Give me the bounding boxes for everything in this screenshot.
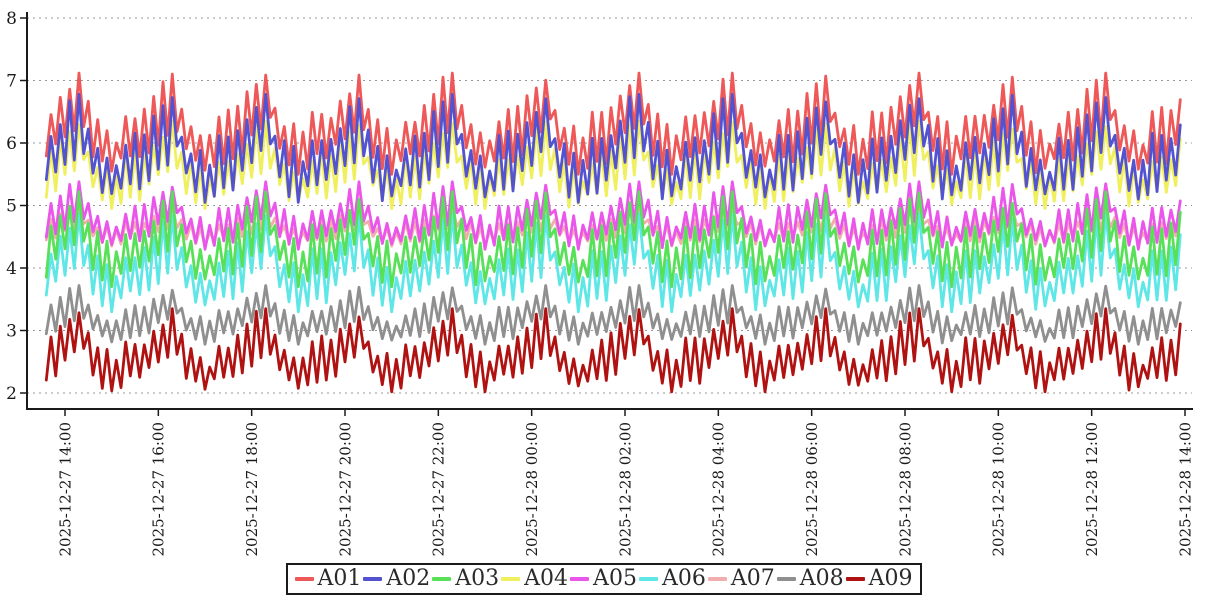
legend-label: A06 [661,566,706,591]
y-tick-label: 4 [6,259,17,279]
legend-line-swatch [776,577,796,582]
x-tick-label: 2025-12-28 08:00 [896,422,914,556]
series-line-A02 [44,92,1182,204]
legend-line-swatch [501,577,521,582]
legend-line-swatch [294,577,314,582]
legend-label: A09 [868,566,913,591]
chart-legend: A01 A02 A03 A04 A05 A06 A07 A08 A09 [285,563,922,596]
x-tick-label: 2025-12-28 14:00 [1176,422,1194,556]
legend-label: A05 [593,566,637,591]
legend-item-A09: A09 [845,566,913,591]
y-tick-label: 6 [6,134,17,154]
series-line-A01 [44,71,1182,176]
x-tick-label: 2025-12-28 10:00 [990,422,1008,556]
legend-line-swatch [707,577,727,582]
legend-label: A08 [799,566,844,591]
legend-item-A03: A03 [432,566,500,591]
legend-item-A06: A06 [638,566,706,591]
x-tick-label: 2025-12-28 04:00 [710,422,728,556]
y-tick-label: 2 [6,384,17,404]
series-line-A03 [44,190,1182,289]
legend-line-swatch [432,577,452,582]
legend-line-swatch [845,577,865,582]
x-tick-label: 2025-12-28 02:00 [616,422,634,556]
y-tick-label: 5 [6,197,17,217]
series-line-A08 [44,284,1182,346]
y-tick-label: 3 [6,322,17,342]
y-tick-label: 8 [6,9,17,29]
legend-label: A07 [730,566,775,591]
legend-item-A04: A04 [501,566,569,591]
x-tick-label: 2025-12-27 14:00 [56,422,74,556]
y-tick-label: 7 [6,72,17,92]
legend-label: A01 [317,566,362,591]
legend-item-A07: A07 [707,566,775,591]
series-line-A09 [44,307,1182,394]
legend-label: A02 [386,566,431,591]
line-chart: 2 3 4 5 6 7 8 2025-12-27 14:00 2025-12-27 16:00 2… [6,9,1194,556]
x-tick-label: 2025-12-28 12:00 [1083,422,1101,556]
x-tick-label: 2025-12-27 20:00 [336,422,354,556]
x-tick-label: 2025-12-27 22:00 [430,422,448,556]
legend-label: A03 [455,566,500,591]
legend-item-A08: A08 [776,566,844,591]
legend-line-swatch [363,577,383,582]
x-tick-label: 2025-12-28 00:00 [523,422,541,556]
legend-label: A04 [524,566,569,591]
legend-item-A02: A02 [363,566,431,591]
x-tick-label: 2025-12-28 06:00 [803,422,821,556]
legend-line-swatch [638,577,658,582]
x-tick-label: 2025-12-27 18:00 [243,422,261,556]
series-line-A06 [44,212,1182,314]
x-tick-label: 2025-12-27 16:00 [150,422,168,556]
legend-line-swatch [570,577,590,582]
series-line-A05 [44,180,1182,251]
legend-item-A05: A05 [570,566,637,591]
legend-item-A01: A01 [294,566,362,591]
